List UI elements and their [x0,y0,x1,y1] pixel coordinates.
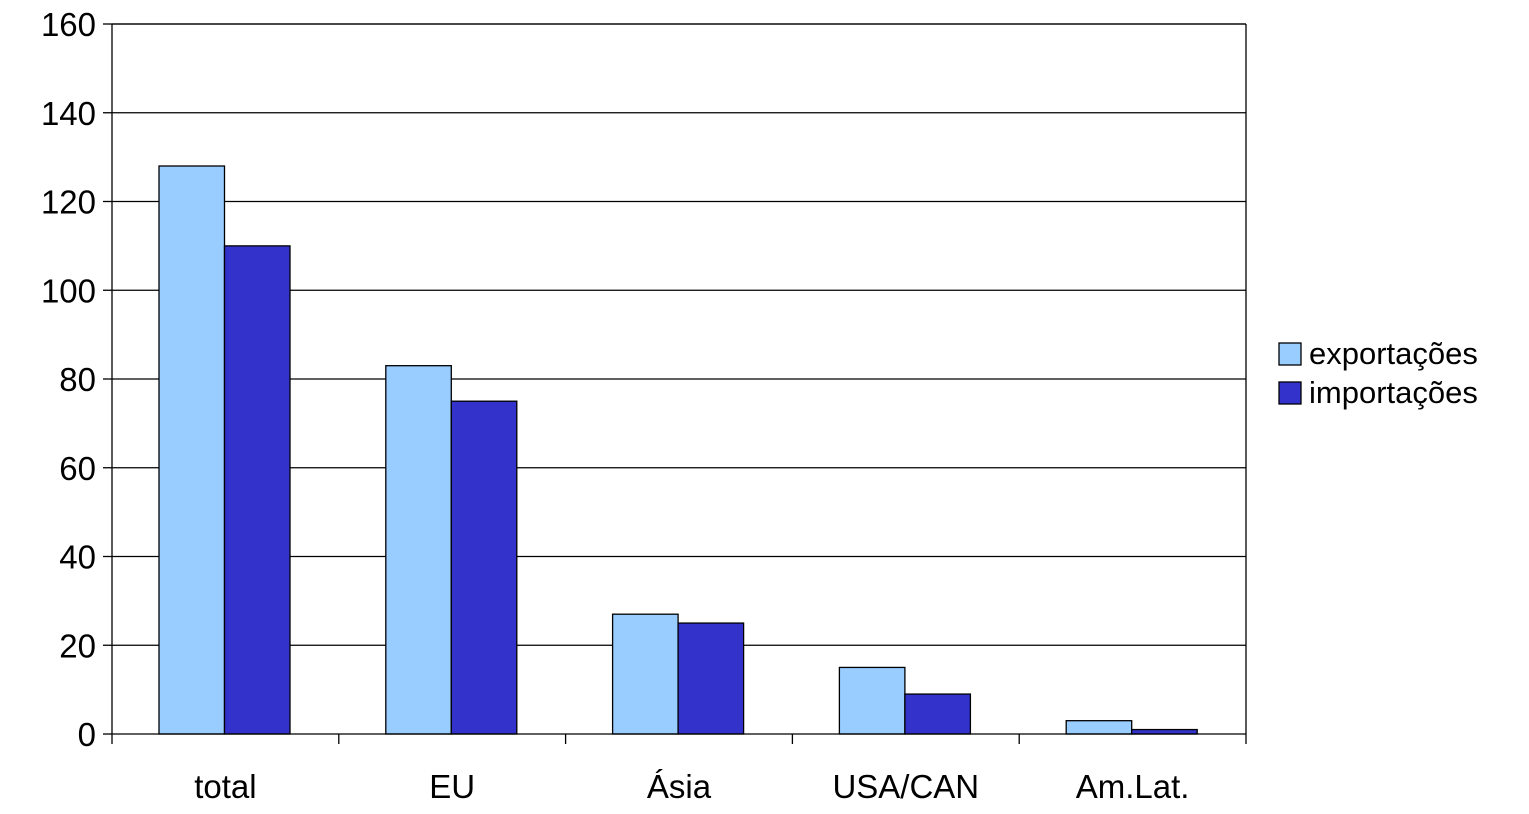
legend-label: exportações [1309,336,1478,371]
axes [103,23,1247,744]
gridlines [112,23,1246,646]
bar-importacoes [450,400,518,735]
bar-importacoes [904,693,972,735]
y-tick-label: 160 [41,6,96,43]
legend-swatch [1278,342,1302,366]
legend: exportações importações [1278,336,1478,410]
bar-exportacoes [838,666,906,735]
y-tick-label: 0 [78,716,96,753]
x-tick-label: USA/CAN [832,768,979,805]
y-tick-label: 120 [41,184,96,221]
bar-exportacoes [385,365,452,735]
bar-importacoes [223,245,291,735]
y-tick-label: 100 [41,272,96,309]
x-tick-labels: total EU Ásia USA/CAN Am.Lat. [194,768,1189,805]
y-tick-label: 20 [59,627,96,664]
x-tick-label: Ásia [647,768,712,805]
x-tick-label: EU [429,768,475,805]
bar-importacoes [677,622,745,735]
legend-item: importações [1278,375,1478,410]
y-tick-label: 60 [59,450,96,487]
bar-exportacoes [1065,720,1133,735]
legend-swatch [1278,381,1302,405]
y-tick-label: 80 [59,361,96,398]
bar-exportacoes [611,613,679,735]
y-tick-label: 40 [59,539,96,576]
y-tick-labels: 0 20 40 60 80 100 120 140 160 [41,6,96,753]
y-tick-label: 140 [41,95,96,132]
x-tick-label: total [194,768,256,805]
legend-label: importações [1309,375,1478,410]
bar-importacoes [1131,728,1198,735]
bars [158,165,1198,735]
legend-item: exportações [1278,336,1478,371]
bar-exportacoes [158,165,226,735]
x-tick-label: Am.Lat. [1076,768,1190,805]
